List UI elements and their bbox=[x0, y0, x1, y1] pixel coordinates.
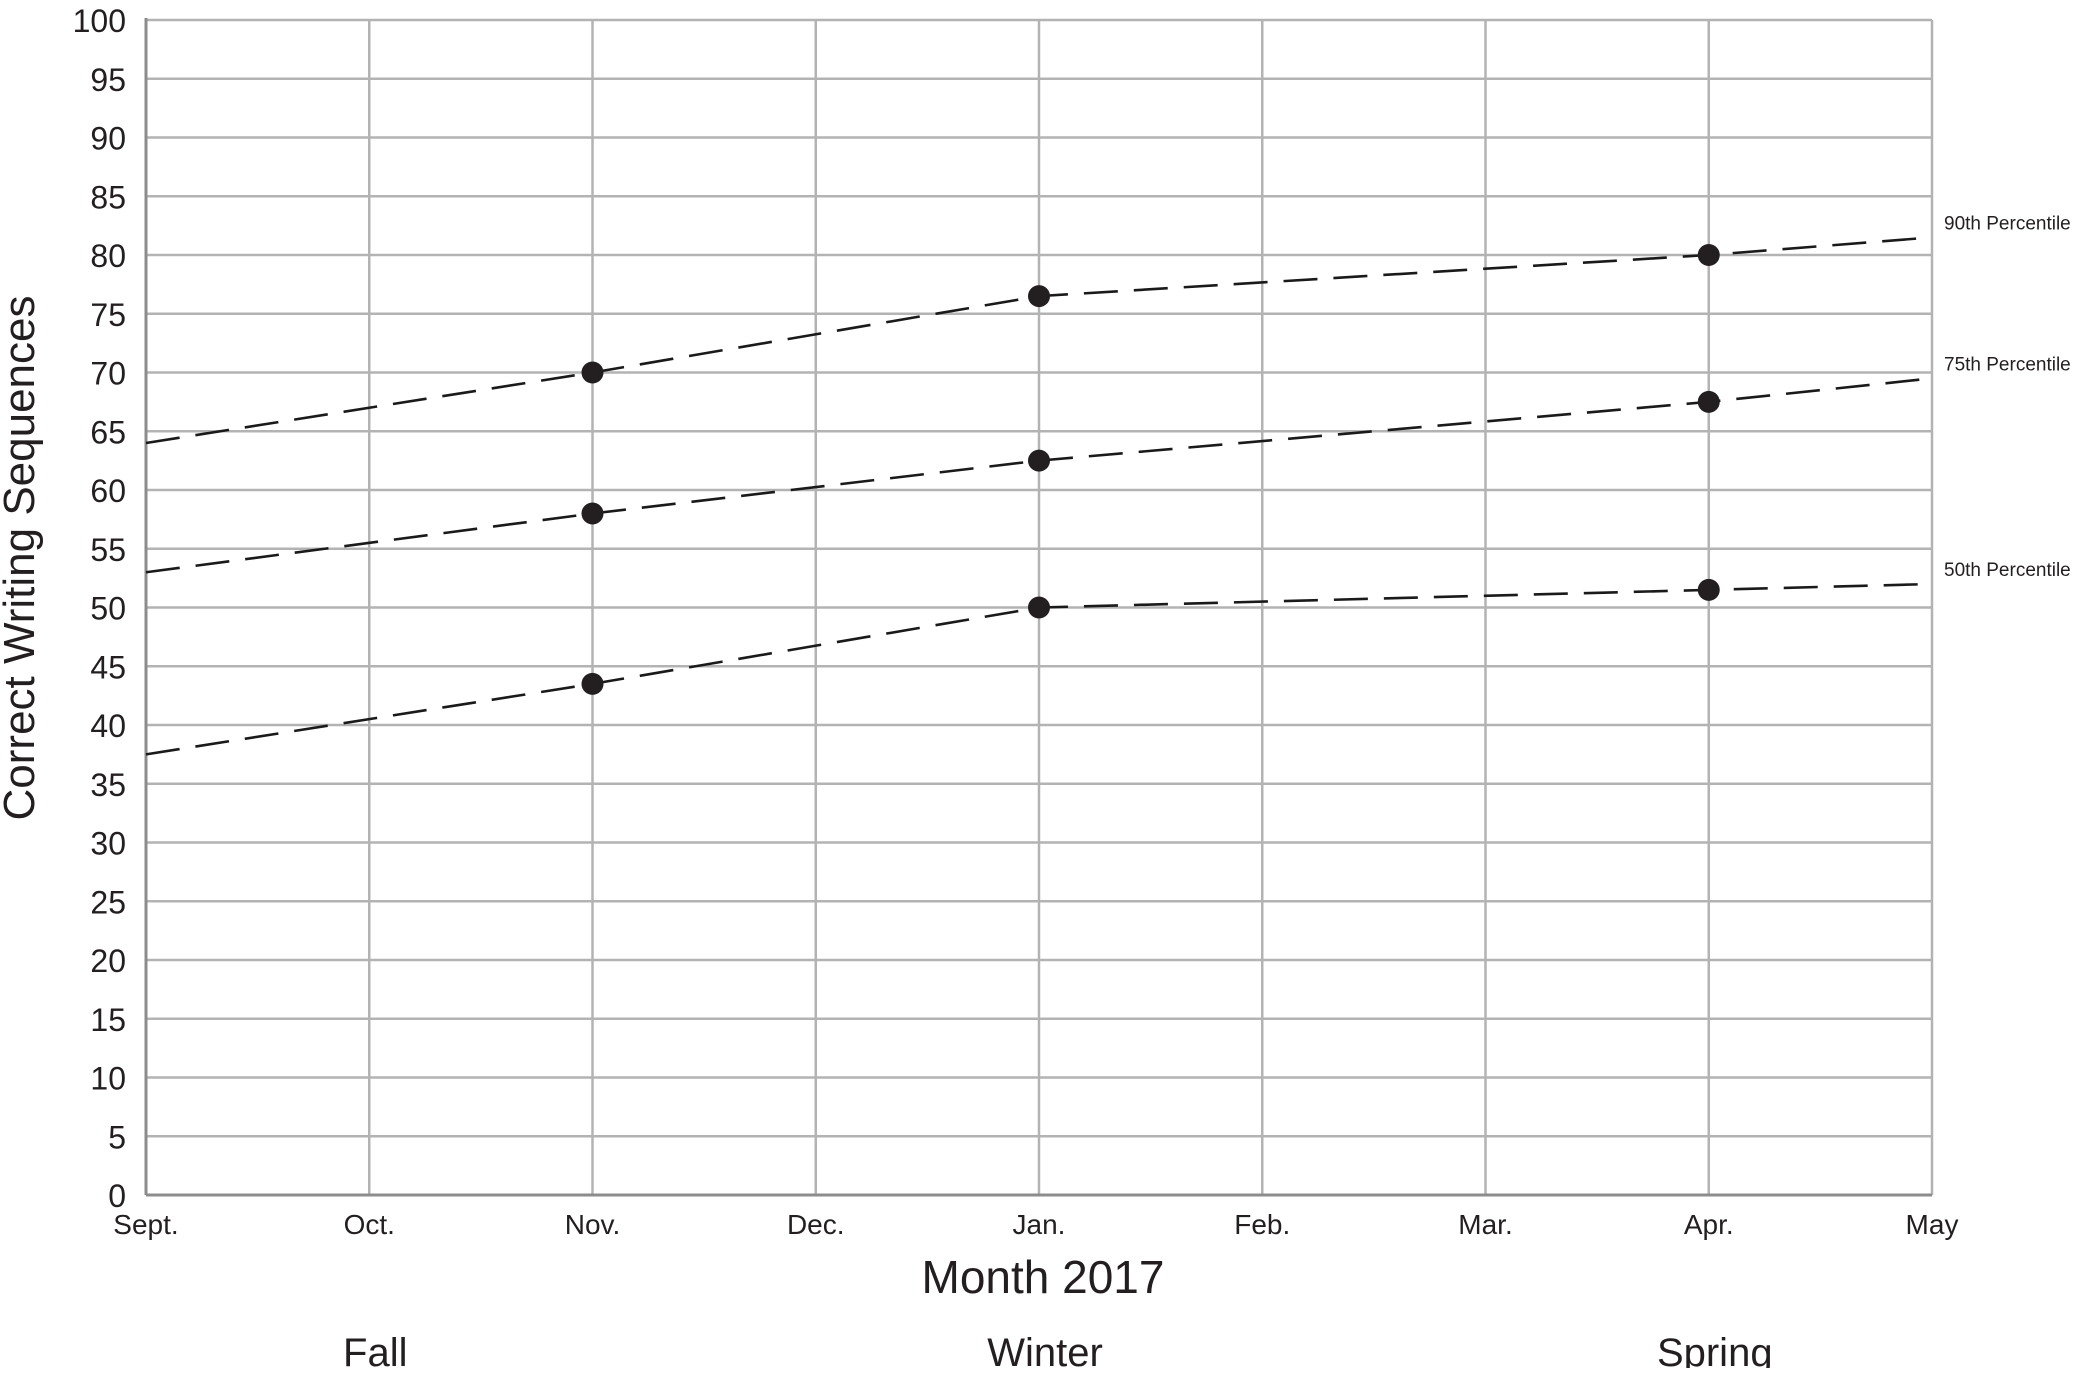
data-point bbox=[1697, 390, 1720, 413]
y-tick-label: 5 bbox=[108, 1119, 126, 1155]
y-tick-label: 60 bbox=[90, 473, 126, 509]
series-label: 50th Percentile bbox=[1944, 560, 2071, 581]
x-tick-label: Nov. bbox=[565, 1209, 621, 1240]
x-tick-label: Sept. bbox=[113, 1209, 178, 1240]
x-tick-label: Feb. bbox=[1234, 1209, 1290, 1240]
data-point bbox=[581, 502, 604, 525]
y-tick-label: 65 bbox=[90, 414, 126, 450]
data-point bbox=[1028, 449, 1050, 472]
labels: Correct Writing Sequences Month 2017 0 5 1… bbox=[0, 3, 2071, 1373]
y-tick-label: 95 bbox=[90, 62, 126, 98]
y-tick-label: 15 bbox=[90, 1002, 126, 1038]
x-tick-label: May bbox=[1906, 1209, 1959, 1240]
y-tick-label: 100 bbox=[73, 3, 126, 39]
y-axis-label: Correct Writing Sequences bbox=[0, 296, 44, 821]
x-axis-label: Month 2017 bbox=[922, 1251, 1165, 1303]
season-label: Fall bbox=[343, 1331, 407, 1368]
y-tick-label: 25 bbox=[90, 884, 126, 920]
season-label: Winter bbox=[987, 1331, 1103, 1368]
y-tick-label: 40 bbox=[90, 708, 126, 744]
data-point bbox=[581, 672, 604, 695]
y-tick-label: 55 bbox=[90, 532, 126, 568]
y-tick-label: 30 bbox=[90, 826, 126, 862]
axes bbox=[144, 18, 1932, 1197]
series bbox=[145, 236, 1933, 756]
y-tick-label: 85 bbox=[90, 179, 126, 215]
x-tick-label: Mar. bbox=[1458, 1209, 1512, 1240]
x-tick-label: Oct. bbox=[344, 1209, 395, 1240]
x-tick-label: Apr. bbox=[1684, 1209, 1734, 1240]
y-tick-label: 70 bbox=[90, 356, 126, 392]
data-point bbox=[1028, 596, 1050, 619]
data-point bbox=[1697, 244, 1720, 266]
x-tick-label: Dec. bbox=[787, 1209, 845, 1240]
y-tick-label: 20 bbox=[90, 943, 126, 979]
series-line bbox=[145, 377, 1933, 574]
y-tick-label: 45 bbox=[90, 649, 126, 685]
y-tick-label: 0 bbox=[108, 1178, 126, 1214]
series-label: 75th Percentile bbox=[1944, 354, 2071, 375]
data-point bbox=[1697, 578, 1720, 601]
y-tick-label: 80 bbox=[90, 238, 126, 274]
data-point bbox=[1028, 285, 1050, 308]
y-tick-label: 35 bbox=[90, 767, 126, 803]
series-label: 90th Percentile bbox=[1944, 213, 2071, 234]
grid bbox=[144, 18, 1934, 1197]
data-point bbox=[581, 361, 604, 384]
y-tick-label: 10 bbox=[90, 1061, 126, 1097]
y-tick-label: 90 bbox=[90, 121, 126, 157]
y-tick-label: 50 bbox=[90, 591, 126, 627]
x-tick-label: Jan. bbox=[1013, 1209, 1066, 1240]
season-label: Spring bbox=[1657, 1331, 1773, 1368]
y-tick-label: 75 bbox=[90, 297, 126, 333]
